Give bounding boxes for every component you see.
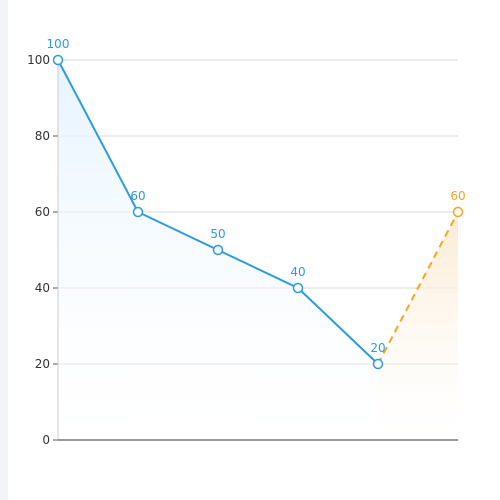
series-0-point-3[interactable]	[292, 282, 304, 294]
series-0-data-label-0: 100	[47, 37, 70, 51]
point-layer	[52, 54, 464, 370]
y-tick-label-20: 20	[35, 357, 50, 371]
series-0-point-1[interactable]	[132, 206, 144, 218]
series-1-line	[377, 211, 459, 365]
area-layer	[58, 60, 458, 440]
series-0-data-label-1: 60	[130, 189, 145, 203]
series-1-point-1[interactable]	[452, 206, 464, 218]
series-0-point-0[interactable]	[52, 54, 64, 66]
series-0-data-label-3: 40	[290, 265, 305, 279]
y-tick-label-60: 60	[35, 205, 50, 219]
y-tick-label-0: 0	[42, 433, 50, 447]
series-0-data-label-2: 50	[210, 227, 225, 241]
y-tick-label-40: 40	[35, 281, 50, 295]
series-1-area	[378, 212, 458, 440]
y-tick-label-100: 100	[27, 53, 50, 67]
series-1-data-label-1: 60	[450, 189, 465, 203]
left-edge-strip	[0, 0, 8, 500]
series-0-data-label-4: 20	[370, 341, 385, 355]
series-0-point-2[interactable]	[212, 244, 224, 256]
y-tick-label-80: 80	[35, 129, 50, 143]
label-layer: 100 60 50 40 20 60	[47, 37, 466, 355]
axis-layer: 0 20 40 60 80 100	[27, 53, 458, 447]
series-0-point-4[interactable]	[372, 358, 384, 370]
